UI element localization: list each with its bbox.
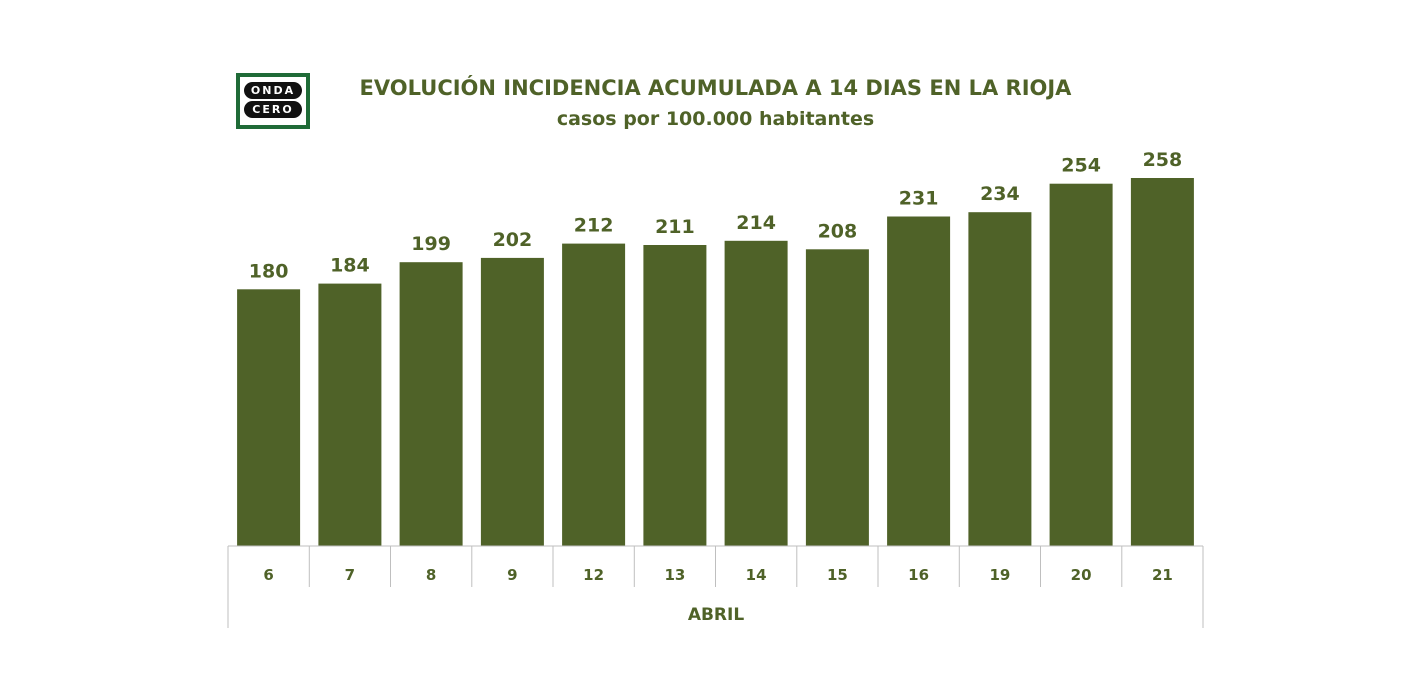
tick-label-19: 19 xyxy=(989,566,1010,584)
tick-label-16: 16 xyxy=(908,566,929,584)
value-labels-group: 180 184 199 202 212 211 214 208 231 234 254 258 xyxy=(249,149,1182,282)
value-label-19: 234 xyxy=(980,183,1020,205)
onda-cero-logo: ONDA CERO xyxy=(236,73,310,129)
logo-inner: ONDA CERO xyxy=(240,77,306,125)
bar-15 xyxy=(805,249,869,547)
value-label-20: 254 xyxy=(1061,155,1101,177)
tick-label-7: 7 xyxy=(345,566,355,584)
value-label-8: 199 xyxy=(411,233,451,255)
tick-label-21: 21 xyxy=(1152,566,1173,584)
bar-19 xyxy=(968,212,1032,546)
bar-6 xyxy=(237,289,301,546)
bar-13 xyxy=(643,245,707,546)
tick-label-15: 15 xyxy=(827,566,848,584)
value-label-15: 208 xyxy=(818,220,858,242)
bar-9 xyxy=(480,257,544,546)
bar-12 xyxy=(562,243,626,546)
value-label-14: 214 xyxy=(736,212,776,234)
tick-label-13: 13 xyxy=(664,566,685,584)
value-label-7: 184 xyxy=(330,255,370,277)
x-axis-label: ABRIL xyxy=(688,605,745,625)
bar-14 xyxy=(724,240,788,547)
tick-label-20: 20 xyxy=(1071,566,1092,584)
tick-label-8: 8 xyxy=(426,566,436,584)
bar-8 xyxy=(399,262,463,546)
tick-label-12: 12 xyxy=(583,566,604,584)
bar-20 xyxy=(1049,183,1113,546)
chart-subtitle: casos por 100.000 habitantes xyxy=(556,108,875,130)
tick-label-6: 6 xyxy=(263,566,273,584)
tick-label-9: 9 xyxy=(507,566,517,584)
tick-label-14: 14 xyxy=(746,566,767,584)
value-label-21: 258 xyxy=(1143,149,1183,171)
chart-title: EVOLUCIÓN INCIDENCIA ACUMULADA A 14 DIAS… xyxy=(359,76,1072,100)
value-label-12: 212 xyxy=(574,215,614,237)
value-label-9: 202 xyxy=(493,229,533,251)
value-label-16: 231 xyxy=(899,188,939,210)
bars-group xyxy=(237,178,1194,547)
logo-word-cero: CERO xyxy=(244,101,302,118)
bar-16 xyxy=(887,216,951,546)
x-axis: 6 7 8 9 12 13 14 15 16 19 20 21 xyxy=(227,545,1204,628)
value-label-6: 180 xyxy=(249,260,289,282)
bar-7 xyxy=(318,283,382,546)
logo-word-onda: ONDA xyxy=(244,82,302,99)
value-label-13: 211 xyxy=(655,216,695,238)
bar-21 xyxy=(1130,178,1194,546)
